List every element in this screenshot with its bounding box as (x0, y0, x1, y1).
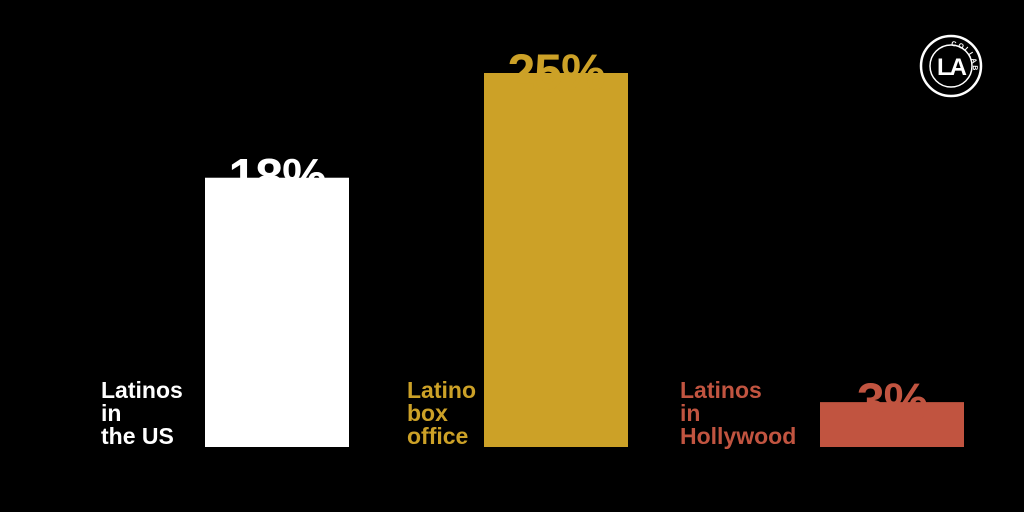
value-label-2: 25% (507, 44, 605, 100)
category-label-line: in (101, 400, 121, 426)
category-label-line: in (680, 400, 700, 426)
category-label-3: Latinos in Hollywood (680, 377, 796, 449)
bar-1 (205, 177, 349, 447)
category-label-line: the US (101, 423, 174, 449)
category-label-line: office (407, 423, 468, 449)
category-label-line: Latino (407, 377, 476, 403)
category-label-line: Latinos (101, 377, 183, 403)
logo-main-text: LA (937, 54, 967, 81)
category-label-line: Hollywood (680, 423, 796, 449)
category-label-1: Latinos in the US (101, 377, 183, 449)
value-label-3: 3% (857, 373, 928, 429)
bar-2 (484, 73, 628, 447)
value-label-1: 18% (228, 149, 326, 205)
category-label-line: Latinos (680, 377, 762, 403)
logo-inner-ring (929, 44, 973, 88)
logo-outer-ring (919, 34, 983, 98)
category-label-2: Latino box office (407, 377, 476, 449)
bar-3 (820, 402, 964, 447)
category-label-line: box (407, 400, 448, 426)
la-collab-logo: LA COLLAB (919, 34, 983, 98)
